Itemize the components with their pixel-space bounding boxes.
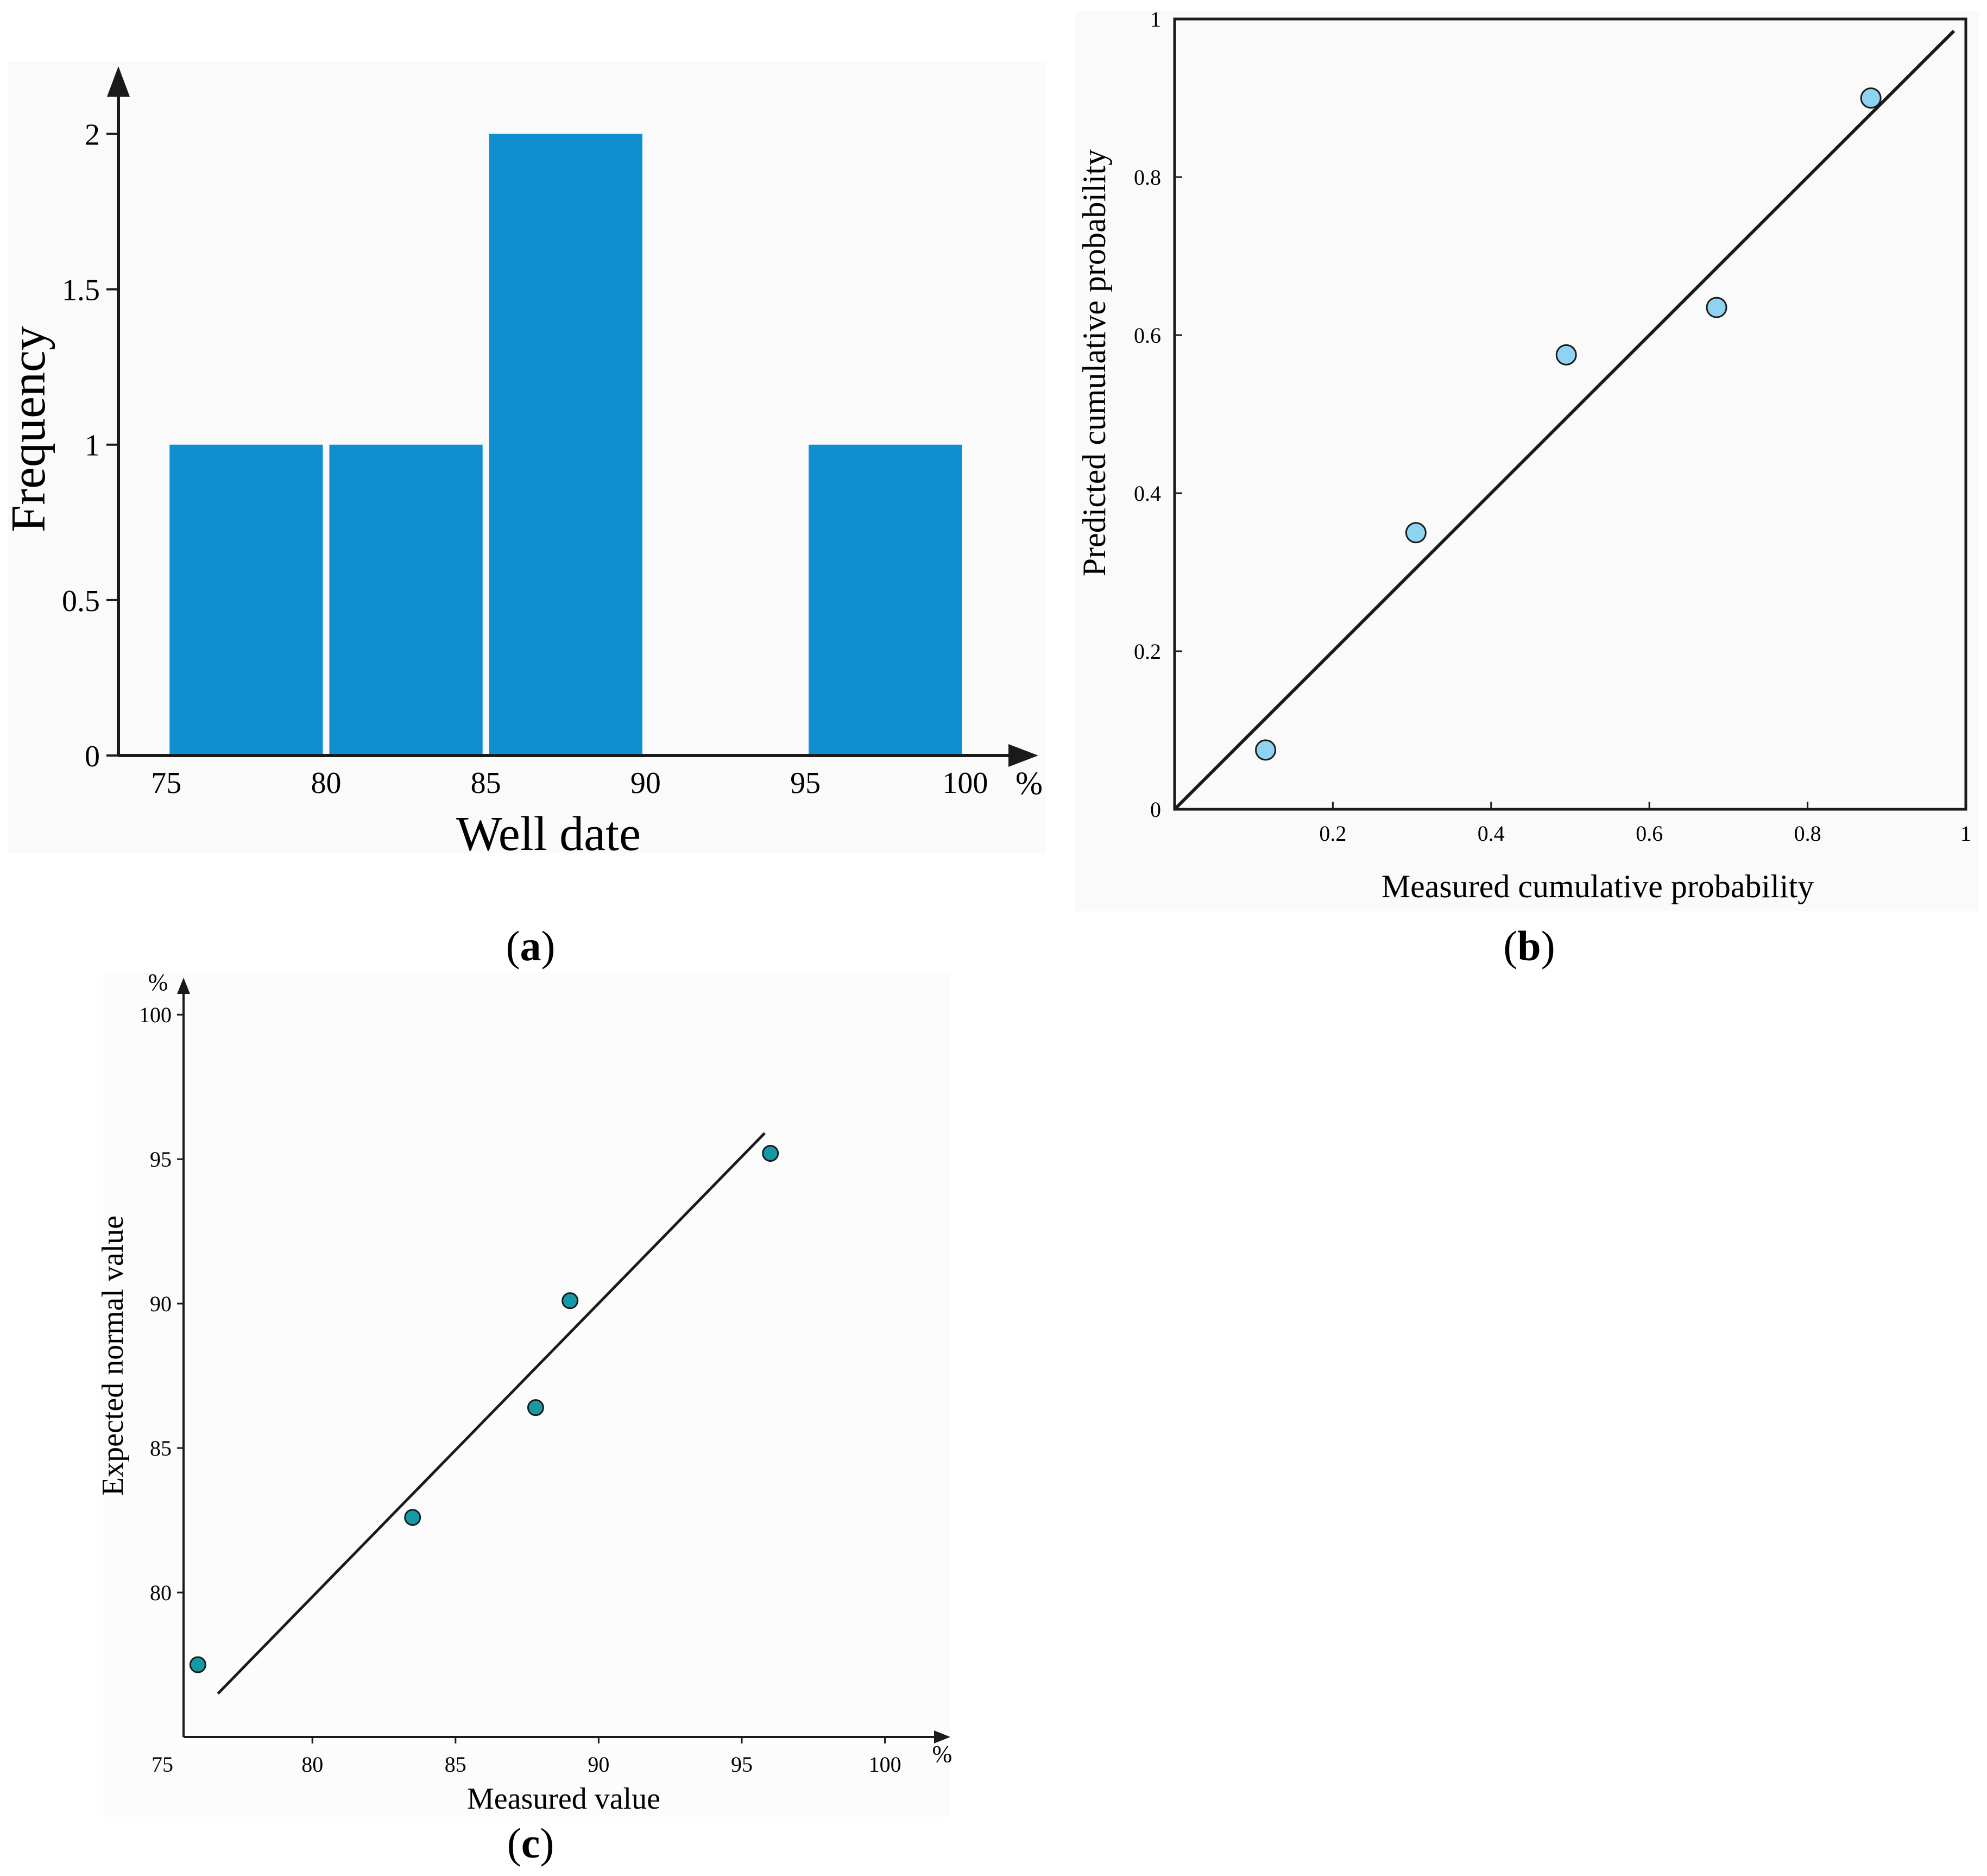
a-x-axis-arrow <box>1008 744 1038 767</box>
b-ytick-label-0: 0 <box>1150 797 1161 822</box>
panel-c-background <box>103 972 950 1817</box>
panel-a-label: (a) <box>506 922 556 970</box>
a-x-unit: % <box>1015 765 1043 801</box>
a-xtick-label-5: 100 <box>942 766 988 800</box>
a-ytick-label-1: 0.5 <box>62 584 100 618</box>
c-point-1 <box>404 1509 421 1526</box>
b-xtick-label-0: 0.2 <box>1319 821 1346 846</box>
panel-c-letter: c <box>521 1820 540 1867</box>
a-ytick-label-3: 1.5 <box>62 274 100 307</box>
c-ytick-label-4: 95 <box>150 1147 172 1172</box>
b-y-axis-label: Predicted cumulative probability <box>1076 149 1112 576</box>
b-xtick-label-4: 1 <box>1960 821 1971 846</box>
panel-b-letter: b <box>1517 922 1541 970</box>
c-ytick-label-3: 90 <box>150 1292 172 1316</box>
b-reference-line <box>1173 29 1956 811</box>
a-xtick-label-4: 95 <box>790 766 821 800</box>
b-points <box>1255 87 1882 761</box>
b-point-4 <box>1860 87 1882 109</box>
b-xtick-label-2: 0.6 <box>1636 821 1663 846</box>
c-point-3 <box>562 1292 579 1310</box>
b-point-3 <box>1706 297 1727 318</box>
c-xtick-label-0: 75 <box>152 1752 173 1777</box>
c-point-4 <box>762 1145 779 1162</box>
c-points <box>189 1145 779 1673</box>
c-x-axis-arrow <box>934 1730 950 1743</box>
a-bar-0 <box>169 444 323 756</box>
b-x-axis-label: Measured cumulative probability <box>1382 868 1814 904</box>
b-point-0 <box>1255 739 1277 761</box>
c-xtick-label-4: 95 <box>731 1752 753 1777</box>
a-y-axis-arrow <box>107 66 130 97</box>
a-bar-2 <box>489 134 642 756</box>
c-y-axis-arrow <box>177 978 190 994</box>
panel-c-label: (c) <box>507 1820 554 1867</box>
b-x-ticks: 0.2 0.4 0.6 0.8 1 <box>1319 802 1971 846</box>
b-ytick-label-2: 0.4 <box>1134 481 1161 506</box>
a-xtick-label-2: 85 <box>471 766 501 800</box>
a-bars <box>169 134 962 756</box>
c-y-axis-label: Expected normal value <box>96 1216 130 1496</box>
panel-b-background <box>1075 11 1979 911</box>
a-y-axis-label: Frequency <box>2 326 55 532</box>
chart-a: 0 0.5 1 1.5 2 75 80 85 90 95 100 % Well date Freq… <box>2 66 1043 861</box>
a-x-ticks: 75 80 85 90 95 100 <box>151 766 988 800</box>
c-point-0 <box>189 1656 206 1673</box>
a-x-axis-label: Well date <box>456 807 641 861</box>
c-x-axis-label: Measured value <box>467 1782 660 1816</box>
b-ytick-label-4: 0.8 <box>1134 165 1161 190</box>
a-ytick-label-0: 0 <box>85 740 100 773</box>
c-ytick-label-2: 85 <box>150 1436 172 1460</box>
b-ytick-label-1: 0.2 <box>1134 639 1161 664</box>
b-xtick-label-3: 0.8 <box>1794 821 1821 846</box>
c-ytick-label-1: 80 <box>150 1581 172 1605</box>
c-x-unit: % <box>932 1741 953 1767</box>
a-ytick-label-2: 1 <box>85 429 100 463</box>
c-xtick-label-2: 85 <box>445 1752 466 1777</box>
c-xtick-label-3: 90 <box>588 1752 609 1777</box>
a-xtick-label-3: 90 <box>630 766 661 800</box>
b-reference-line-group <box>1173 29 1956 811</box>
b-point-2 <box>1555 344 1577 366</box>
b-y-ticks: 0 0.2 0.4 0.6 0.8 1 <box>1134 7 1182 822</box>
a-y-ticks: 0 0.5 1 1.5 2 <box>62 118 118 773</box>
a-bar-1 <box>329 444 483 756</box>
c-y-ticks: 80 85 90 95 100 <box>139 1003 184 1605</box>
a-ytick-label-4: 2 <box>85 118 100 152</box>
a-xtick-label-0: 75 <box>151 766 181 800</box>
c-ytick-label-5: 100 <box>139 1003 172 1027</box>
chart-b: 0 0.2 0.4 0.6 0.8 1 0.2 0.4 0.6 0.8 1 Measured cu… <box>1076 7 1971 904</box>
a-xtick-label-1: 80 <box>311 766 341 800</box>
a-bar-3 <box>809 444 962 756</box>
b-ytick-label-5: 1 <box>1150 7 1161 32</box>
c-reference-line <box>217 1132 766 1695</box>
c-point-2 <box>527 1399 544 1417</box>
c-x-ticks: 75 80 85 90 95 100 <box>152 1737 901 1777</box>
b-ytick-label-3: 0.6 <box>1134 323 1161 348</box>
c-reference-line-group <box>217 1132 766 1695</box>
c-xtick-label-5: 100 <box>869 1752 901 1777</box>
b-plot-frame <box>1173 17 1967 811</box>
c-y-unit: % <box>148 969 168 996</box>
chart-c: 80 85 90 95 100 75 80 85 90 95 100 % % Measured v… <box>96 969 952 1816</box>
panel-a-letter: a <box>520 922 541 970</box>
b-point-1 <box>1405 522 1427 544</box>
c-xtick-label-1: 80 <box>301 1752 323 1777</box>
panel-b-label: (b) <box>1503 922 1555 970</box>
b-xtick-label-1: 0.4 <box>1478 821 1505 846</box>
